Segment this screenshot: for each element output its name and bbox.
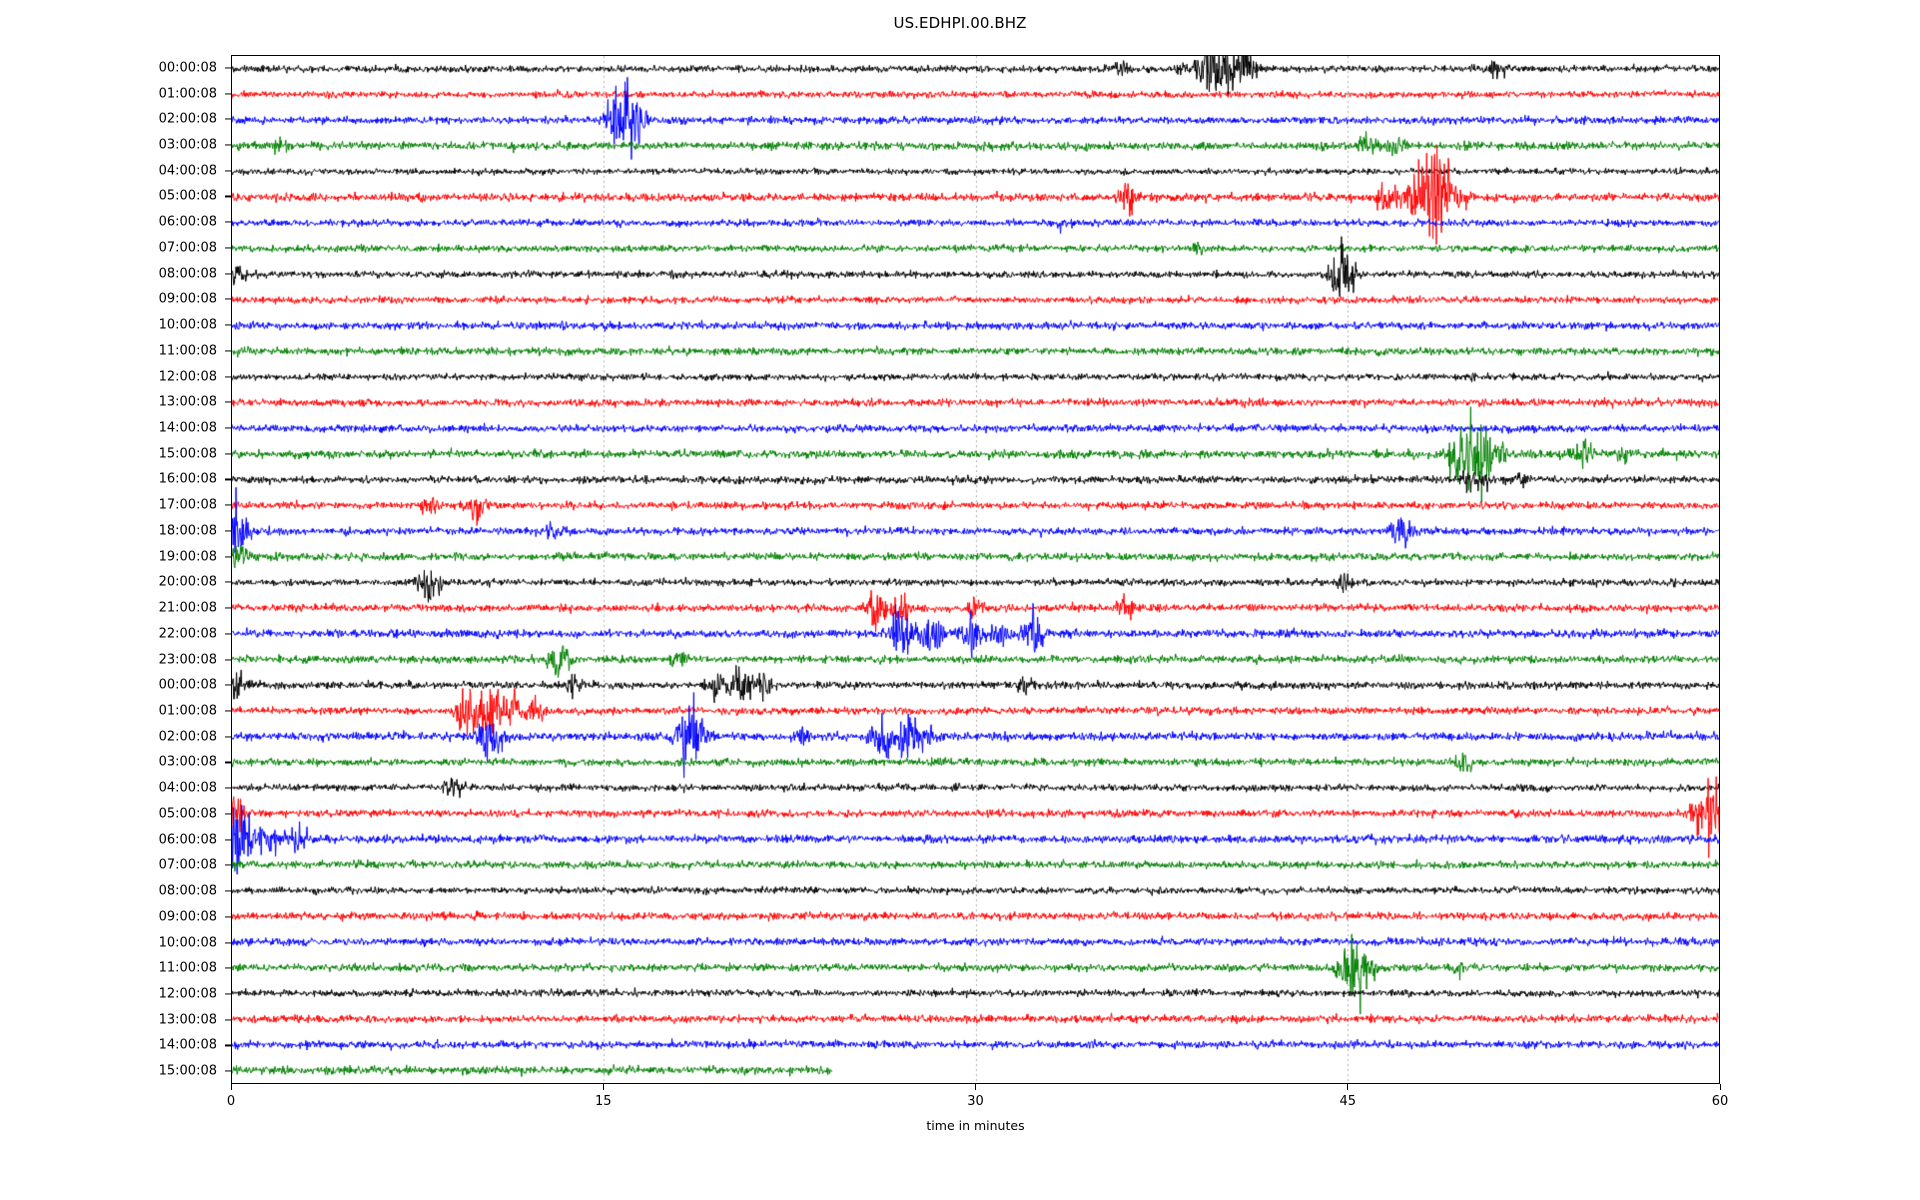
y-axis-tick-mark — [225, 427, 231, 429]
page-title: US.EDHPI.00.BHZ — [893, 14, 1027, 32]
y-axis-tick-mark — [225, 993, 231, 995]
x-axis-tick-mark — [975, 1084, 977, 1090]
y-axis-tick-mark — [225, 376, 231, 378]
y-axis-tick-mark — [225, 556, 231, 558]
y-axis-tick-mark — [225, 298, 231, 300]
y-axis-tick-mark — [225, 1019, 231, 1021]
y-axis-tick-mark — [225, 247, 231, 249]
y-axis-tick-label: 03:00:08 — [158, 137, 217, 153]
y-axis-tick-mark — [225, 453, 231, 455]
y-axis-tick-label: 14:00:08 — [158, 1037, 217, 1053]
x-axis-tick-mark — [602, 1084, 604, 1090]
y-axis-tick-mark — [225, 736, 231, 738]
waveform-canvas[interactable] — [232, 56, 1719, 1083]
y-axis-tick-label: 14:00:08 — [158, 420, 217, 436]
y-axis-tick-label: 16:00:08 — [158, 471, 217, 487]
y-axis-tick-label: 19:00:08 — [158, 549, 217, 565]
y-axis-tick-label: 05:00:08 — [158, 806, 217, 822]
x-axis-label: time in minutes — [926, 1118, 1025, 1133]
y-axis-tick-mark — [225, 93, 231, 95]
y-axis-tick-mark — [225, 1070, 231, 1072]
y-axis-tick-label: 18:00:08 — [158, 523, 217, 539]
y-axis-tick-mark — [225, 864, 231, 866]
y-axis-tick-mark — [225, 324, 231, 326]
y-axis-tick-label: 21:00:08 — [158, 600, 217, 616]
y-axis-tick-label: 12:00:08 — [158, 986, 217, 1002]
y-axis-tick-mark — [225, 273, 231, 275]
y-axis-tick-label: 13:00:08 — [158, 394, 217, 410]
y-axis-tick-mark — [225, 761, 231, 763]
x-axis-tick-label: 0 — [226, 1094, 236, 1109]
y-axis-tick-mark — [225, 67, 231, 69]
y-axis-tick-mark — [225, 967, 231, 969]
x-axis-tick-label: 60 — [1711, 1094, 1729, 1109]
x-axis-tick-label: 15 — [594, 1094, 612, 1109]
x-axis-tick-label: 45 — [1339, 1094, 1357, 1109]
y-axis-tick-mark — [225, 684, 231, 686]
y-axis-tick-label: 02:00:08 — [158, 111, 217, 127]
y-axis-tick-label: 03:00:08 — [158, 754, 217, 770]
y-axis-tick-mark — [225, 839, 231, 841]
y-axis-tick-label: 05:00:08 — [158, 188, 217, 204]
x-axis-tick-labels: 0 15 30 45 60 — [227, 1084, 1728, 1124]
y-axis-tick-label: 00:00:08 — [158, 677, 217, 693]
y-axis-tick-label: 23:00:08 — [158, 652, 217, 668]
y-axis-tick-mark — [225, 941, 231, 944]
y-axis-tick-label: 10:00:08 — [158, 935, 217, 950]
y-axis-tick-labels: 00:00:08 01:00:08 02:00:08 03:00:08 04:00:08… — [0, 55, 231, 1084]
y-axis-tick-label: 10:00:08 — [158, 317, 217, 333]
y-axis-tick-mark — [225, 350, 231, 352]
x-axis-tick-mark — [1347, 1084, 1349, 1090]
y-axis-tick-label: 04:00:08 — [158, 163, 217, 179]
y-axis-tick-label: 04:00:08 — [158, 780, 217, 796]
x-axis-tick-mark — [1719, 1084, 1721, 1090]
y-axis-tick-label: 06:00:08 — [158, 214, 217, 230]
y-axis-tick-mark — [225, 401, 231, 403]
y-axis-tick-label: 09:00:08 — [158, 291, 217, 307]
y-axis-tick-label: 02:00:08 — [158, 729, 217, 745]
x-axis-tick-label: 30 — [967, 1094, 984, 1109]
y-axis-tick-label: 15:00:08 — [158, 446, 217, 462]
y-axis-tick-mark — [225, 607, 231, 609]
x-axis-tick-mark — [230, 1084, 232, 1090]
y-axis-tick-label: 01:00:08 — [158, 703, 217, 719]
y-axis-tick-mark — [225, 1044, 231, 1046]
y-axis-tick-mark — [225, 710, 231, 712]
y-axis-tick-mark — [225, 478, 231, 480]
y-axis-tick-mark — [225, 787, 231, 789]
y-axis-tick-label: 11:00:08 — [158, 960, 217, 976]
y-axis-tick-mark — [225, 221, 231, 223]
y-axis-tick-label: 17:00:08 — [158, 497, 217, 513]
y-axis-tick-mark — [225, 890, 231, 892]
y-axis-tick-label: 00:00:08 — [158, 60, 217, 76]
y-axis-tick-mark — [225, 633, 231, 635]
y-axis-tick-label: 07:00:08 — [158, 240, 217, 256]
y-axis-tick-mark — [225, 916, 231, 918]
y-axis-tick-mark — [225, 581, 231, 583]
y-axis-tick-label: 12:00:08 — [158, 369, 217, 385]
y-axis-tick-label: 13:00:08 — [158, 1012, 217, 1028]
y-axis-tick-mark — [225, 658, 231, 661]
y-axis-tick-label: 22:00:08 — [158, 626, 217, 642]
plot-axes[interactable] — [231, 55, 1720, 1084]
y-axis-tick-mark — [225, 170, 231, 172]
y-axis-tick-mark — [225, 530, 231, 532]
y-axis-tick-label: 07:00:08 — [158, 857, 217, 873]
y-axis-tick-mark — [225, 504, 231, 506]
y-axis-tick-label: 20:00:08 — [158, 574, 217, 590]
y-axis-tick-label: 11:00:08 — [158, 343, 217, 359]
y-axis-tick-mark — [225, 144, 231, 146]
y-axis-tick-label: 09:00:08 — [158, 909, 217, 925]
y-axis-tick-label: 08:00:08 — [158, 883, 217, 899]
y-axis-tick-label: 15:00:08 — [158, 1063, 217, 1079]
y-axis-tick-label: 06:00:08 — [158, 832, 217, 848]
y-axis-tick-label: 01:00:08 — [158, 86, 217, 102]
y-axis-tick-mark — [225, 195, 231, 198]
y-axis-tick-mark — [225, 813, 231, 815]
y-axis-tick-mark — [225, 118, 231, 120]
y-axis-tick-label: 08:00:08 — [158, 266, 217, 282]
